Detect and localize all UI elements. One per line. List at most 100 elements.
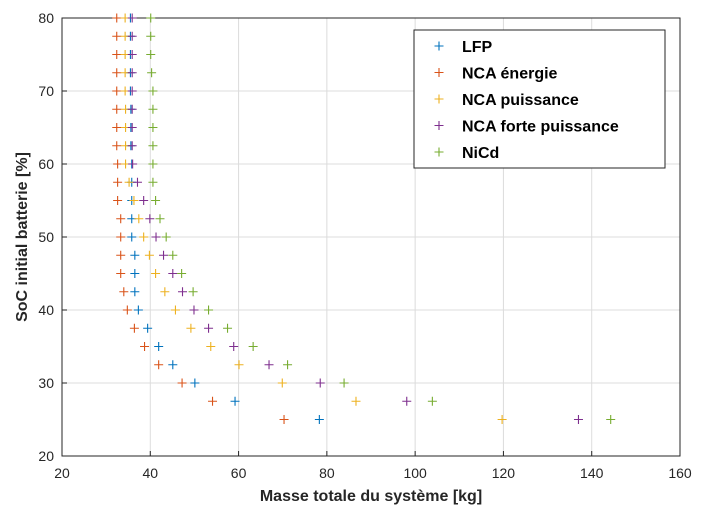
data-point <box>127 13 137 23</box>
data-point <box>151 232 161 242</box>
x-tick-label: 140 <box>580 465 604 481</box>
data-point <box>146 31 156 41</box>
data-point <box>190 378 200 388</box>
data-point <box>122 305 132 315</box>
data-point <box>112 141 122 151</box>
data-point <box>116 250 126 260</box>
y-tick-label: 60 <box>38 156 54 172</box>
data-point <box>112 31 122 41</box>
data-point <box>234 360 244 370</box>
data-point <box>130 287 140 297</box>
data-point <box>127 104 137 114</box>
data-point <box>112 123 122 132</box>
data-point <box>315 378 325 388</box>
axis-ticks: 20 40 60 80 100 120 140 160 20 30 40 50 60 70 80 <box>38 10 691 481</box>
data-point <box>124 177 134 187</box>
data-point <box>112 50 122 59</box>
x-tick-label: 160 <box>668 465 692 481</box>
data-point <box>170 305 180 315</box>
data-point <box>497 415 507 424</box>
data-point <box>351 396 361 406</box>
data-point <box>204 323 214 333</box>
data-point <box>112 68 122 78</box>
data-point <box>127 123 137 132</box>
y-tick-label: 70 <box>38 83 54 99</box>
data-point <box>130 269 140 278</box>
x-tick-label: 100 <box>403 465 427 481</box>
data-point <box>151 269 161 278</box>
data-point <box>127 31 137 41</box>
y-tick-label: 30 <box>38 375 54 391</box>
data-point <box>148 86 158 96</box>
data-point <box>229 342 239 351</box>
data-point <box>147 68 157 78</box>
x-tick-label: 20 <box>54 465 70 481</box>
data-point <box>127 68 137 78</box>
data-point <box>161 232 171 242</box>
legend-marker <box>434 147 444 157</box>
data-point <box>130 250 140 260</box>
data-point <box>148 123 158 132</box>
legend-box <box>413 29 666 169</box>
data-point <box>133 305 143 315</box>
data-point <box>113 177 123 187</box>
y-axis-label: SoC initial batterie [%] <box>14 152 31 322</box>
legend-marker <box>434 68 444 77</box>
data-point <box>606 415 616 424</box>
data-point <box>146 13 156 23</box>
data-point <box>145 214 155 224</box>
data-point <box>177 378 187 388</box>
data-point <box>230 396 240 406</box>
data-point <box>127 50 137 59</box>
data-point <box>168 269 178 278</box>
data-point <box>206 342 216 351</box>
legend-label: NCA puissance <box>462 92 579 109</box>
legend-label: NCA forte puissance <box>462 119 619 136</box>
data-point <box>116 232 126 242</box>
data-point <box>129 323 139 333</box>
data-point <box>279 415 289 424</box>
x-tick-label: 120 <box>492 465 516 481</box>
data-point <box>178 287 188 297</box>
data-point <box>155 214 165 224</box>
legend-marker <box>434 41 444 51</box>
y-tick-label: 20 <box>38 448 54 464</box>
data-point <box>151 196 161 205</box>
y-tick-label: 80 <box>38 10 54 26</box>
legend-label: LFP <box>462 39 493 56</box>
data-point <box>177 269 187 278</box>
legend-label: NiCd <box>462 145 499 162</box>
data-point <box>402 396 412 406</box>
data-point <box>143 323 153 333</box>
data-point <box>113 159 123 169</box>
data-point <box>208 396 218 406</box>
data-point <box>427 396 437 406</box>
data-point <box>116 214 126 224</box>
x-tick-label: 80 <box>319 465 335 481</box>
data-point <box>116 269 126 278</box>
data-point <box>112 86 122 96</box>
data-point <box>148 141 158 151</box>
data-point <box>128 159 138 169</box>
data-point <box>160 287 170 297</box>
data-point <box>127 86 137 96</box>
legend-label: NCA énergie <box>462 66 558 83</box>
data-point <box>144 250 154 260</box>
data-point <box>112 13 122 23</box>
data-point <box>189 305 199 315</box>
y-tick-label: 50 <box>38 229 54 245</box>
data-point <box>134 214 144 224</box>
legend-marker <box>434 94 444 104</box>
data-point <box>264 360 274 370</box>
data-point <box>146 50 156 59</box>
data-point <box>248 342 258 351</box>
data-point <box>139 232 149 242</box>
data-point <box>119 287 129 297</box>
data-point <box>283 360 293 370</box>
data-point <box>139 196 149 205</box>
data-point <box>168 250 178 260</box>
data-point <box>127 141 137 151</box>
data-point <box>573 415 583 424</box>
x-tick-label: 60 <box>231 465 247 481</box>
data-point <box>129 196 139 205</box>
